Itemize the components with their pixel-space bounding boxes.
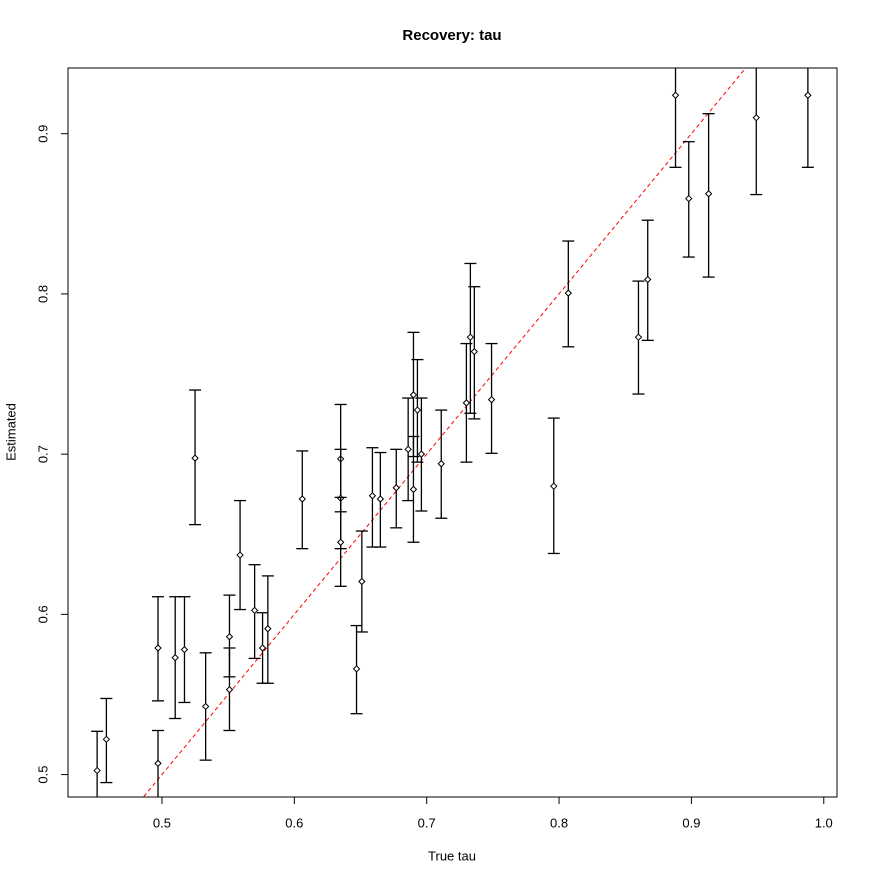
x-tick-label: 0.7: [418, 815, 436, 830]
point: [470, 347, 479, 356]
point: [102, 735, 111, 744]
point: [225, 685, 234, 694]
point: [236, 551, 244, 559]
reference-line: [142, 68, 747, 797]
point: [487, 395, 496, 404]
point: [413, 406, 422, 414]
point: [191, 454, 199, 462]
x-tick-label: 0.8: [550, 815, 568, 830]
point: [352, 665, 361, 673]
point: [336, 538, 345, 546]
x-tick-label: 1.0: [815, 815, 833, 830]
point: [154, 759, 162, 768]
plot-area: [91, 68, 814, 797]
point: [409, 485, 418, 494]
point: [180, 645, 189, 654]
point: [466, 333, 475, 341]
y-tick-label: 0.6: [35, 605, 50, 623]
point: [671, 91, 680, 99]
point: [376, 495, 385, 503]
point: [644, 275, 652, 284]
point: [634, 333, 643, 341]
point: [358, 577, 366, 586]
point: [93, 766, 101, 775]
point: [368, 492, 377, 500]
chart-title: Recovery: tau: [402, 27, 501, 44]
point: [804, 91, 812, 99]
y-axis-label: Estimated: [3, 403, 18, 461]
y-tick-label: 0.8: [35, 285, 50, 303]
point: [685, 194, 693, 203]
y-tick-label: 0.7: [35, 445, 50, 463]
x-tick-label: 0.5: [153, 815, 171, 830]
error-bar: [669, 68, 682, 168]
point: [704, 190, 713, 198]
y-tick-label: 0.9: [35, 125, 50, 143]
point: [564, 289, 573, 297]
x-tick-label: 0.6: [285, 815, 303, 830]
point: [437, 460, 445, 468]
point: [392, 484, 400, 492]
point: [298, 495, 306, 503]
point: [417, 450, 426, 458]
point: [171, 653, 179, 662]
y-tick-label: 0.5: [35, 766, 50, 784]
error-bar: [750, 68, 763, 196]
point: [154, 644, 162, 652]
point: [264, 625, 272, 633]
point: [462, 399, 471, 407]
point: [404, 445, 412, 454]
point: [201, 702, 210, 711]
x-tick-label: 0.9: [682, 815, 700, 830]
point: [409, 391, 418, 399]
point: [258, 644, 267, 652]
plot-frame: [67, 67, 838, 798]
point: [225, 633, 234, 641]
point: [250, 606, 259, 615]
point: [752, 113, 760, 122]
point: [550, 482, 558, 490]
x-axis-label: True tau: [428, 848, 476, 863]
